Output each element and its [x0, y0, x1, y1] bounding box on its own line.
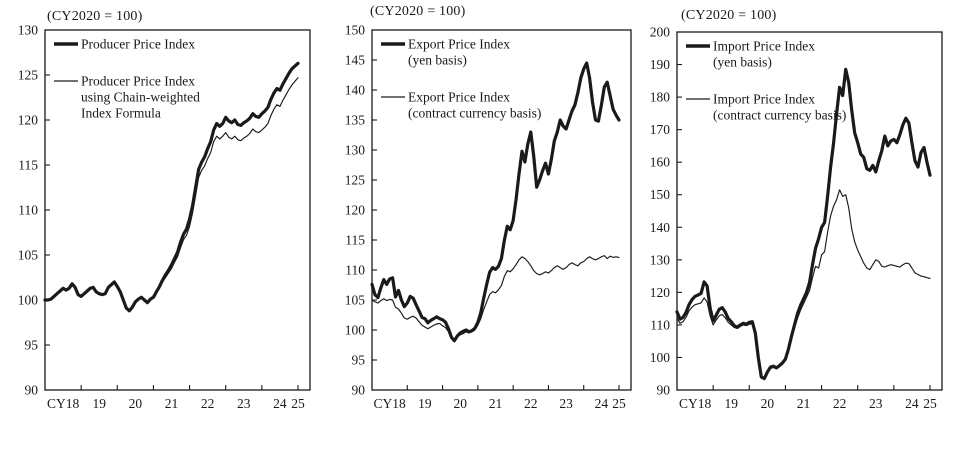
producer-price-index-chain-weighted-legend-label: using Chain-weighted: [81, 90, 200, 105]
producer-price-index-line: [43, 61, 300, 313]
y-axis-label: 115: [18, 158, 38, 173]
x-axis-label: CY18: [47, 396, 80, 411]
y-axis-label: 100: [650, 350, 671, 365]
y-axis-label: 180: [650, 90, 671, 105]
x-axis-label: 20: [453, 396, 467, 411]
x-axis-label: 24: [273, 396, 287, 411]
y-axis-label: 100: [18, 293, 39, 308]
plot-border: [676, 31, 943, 391]
y-axis-label: 105: [18, 248, 39, 263]
y-axis-label: 90: [25, 383, 39, 398]
panel-producer-price-index: (CY2020 = 100) 90 95 100 105 110 115 120 125 130…: [0, 0, 330, 454]
y-axis-label: 120: [650, 285, 671, 300]
y-axis-label: 150: [650, 187, 671, 202]
y-axis-label: 110: [345, 263, 365, 278]
x-axis-label: 22: [833, 396, 847, 411]
x-axis-label: 19: [92, 396, 106, 411]
export-price-index-contract-currency-legend-label: Export Price Index: [408, 90, 510, 105]
import-price-index-yen-legend-label: (yen basis): [713, 55, 772, 70]
x-axis-label: 23: [237, 396, 251, 411]
y-axis-label: 160: [650, 155, 671, 170]
x-axis-label: 25: [923, 396, 937, 411]
y-axis-label: 200: [650, 25, 671, 40]
y-axis-label: 135: [345, 113, 366, 128]
import-price-index-yen-legend-label: Import Price Index: [713, 39, 815, 54]
y-axis-label: 190: [650, 57, 671, 72]
y-axis-label: 120: [18, 113, 39, 128]
producer-price-index-chain-weighted-legend-label: Index Formula: [81, 106, 161, 121]
x-axis-label: 24: [905, 396, 919, 411]
y-axis-label: 115: [345, 233, 365, 248]
x-axis-label: 25: [612, 396, 626, 411]
producer-price-index-legend-label: Producer Price Index: [81, 37, 195, 52]
y-axis-label: 95: [352, 353, 366, 368]
x-axis-label: 22: [524, 396, 538, 411]
y-axis-label: 130: [345, 143, 366, 158]
import-price-index-contract-currency-legend-label: Import Price Index: [713, 92, 815, 107]
x-axis-label: 22: [201, 396, 215, 411]
y-axis-label: 110: [650, 317, 670, 332]
y-axis-label: 95: [25, 338, 39, 353]
export-price-index-yen-legend-label: Export Price Index: [408, 37, 510, 52]
export-price-index-contract-currency-legend-label: (contract currency basis): [408, 106, 541, 121]
y-axis-label: 130: [650, 252, 671, 267]
x-axis-label: 20: [761, 396, 775, 411]
x-axis-label: 24: [595, 396, 609, 411]
import-price-index-contract-currency-line: [676, 189, 931, 379]
import-price-index-yen-line: [675, 67, 932, 381]
y-axis-label: 145: [345, 53, 366, 68]
producer-price-index-chain-weighted-legend-label: Producer Price Index: [81, 74, 195, 89]
plot-border: [371, 29, 632, 391]
chart-subtitle: (CY2020 = 100): [47, 9, 143, 24]
export-price-index-chart: 90 95 100 105 110 115 120 125 130 135 140 145 150 CY1…: [345, 23, 632, 411]
y-axis-label: 150: [345, 23, 366, 38]
chart-subtitle: (CY2020 = 100): [681, 8, 777, 23]
x-axis-label: 25: [291, 396, 305, 411]
import-price-index-contract-currency-legend-label: (contract currency basis): [713, 108, 846, 123]
panel-import-price-index: (CY2020 = 100) 90 100 110 120 130 140 150 160 17…: [645, 0, 975, 454]
x-axis-label: 21: [797, 396, 811, 411]
export-price-index-contract-currency-line: [371, 255, 620, 340]
x-axis-label: 23: [559, 396, 573, 411]
y-axis-label: 110: [18, 203, 38, 218]
x-axis-label: 21: [489, 396, 503, 411]
producer-price-index-chart: 90 95 100 105 110 115 120 125 130 CY18 19 20 21 22 23 2…: [18, 23, 311, 411]
y-axis-label: 90: [657, 383, 671, 398]
x-axis-label: CY18: [679, 396, 712, 411]
x-axis-label: 20: [129, 396, 143, 411]
export-price-index-yen-line: [370, 61, 621, 343]
y-axis-label: 90: [352, 383, 366, 398]
y-axis-label: 140: [345, 83, 366, 98]
y-axis-label: 170: [650, 122, 671, 137]
y-axis-label: 125: [345, 173, 366, 188]
y-axis-label: 130: [18, 23, 39, 38]
y-axis-label: 140: [650, 220, 671, 235]
x-axis-label: 19: [418, 396, 432, 411]
panel-export-price-index: (CY2020 = 100) 90 95 100 105 110 115 120 125 130…: [330, 0, 645, 454]
import-price-index-chart: 90 100 110 120 130 140 150 160 170 180 190 200 CY18 1…: [650, 25, 943, 411]
chart-subtitle: (CY2020 = 100): [370, 4, 466, 19]
export-price-index-yen-legend-label: (yen basis): [408, 53, 467, 68]
y-axis-label: 100: [345, 323, 366, 338]
y-axis-label: 125: [18, 68, 39, 83]
y-axis-label: 105: [345, 293, 366, 308]
x-axis-label: 23: [869, 396, 883, 411]
x-axis-label: CY18: [374, 396, 407, 411]
y-axis-label: 120: [345, 203, 366, 218]
x-axis-label: 21: [165, 396, 179, 411]
x-axis-label: 19: [724, 396, 738, 411]
